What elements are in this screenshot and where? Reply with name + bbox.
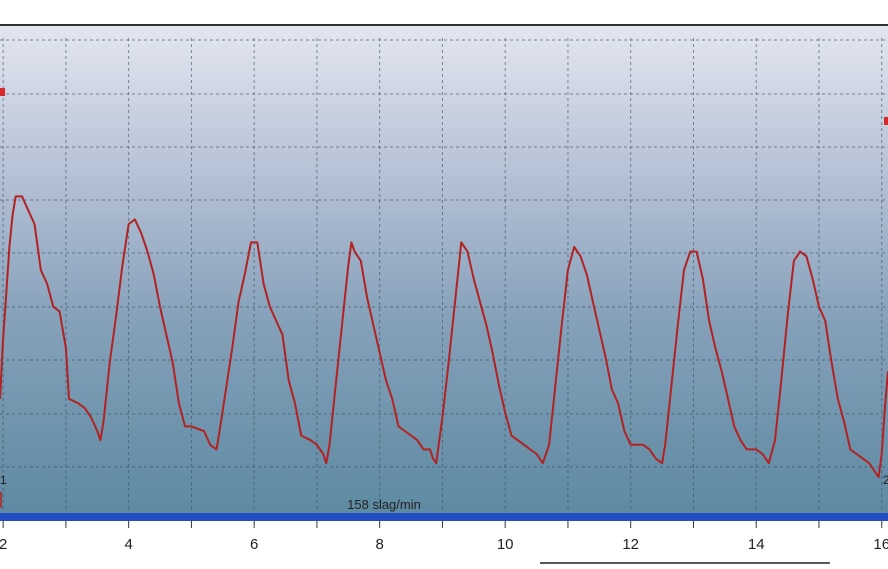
- x-tick-label: 14: [748, 536, 765, 553]
- right-red-marker: [884, 117, 888, 125]
- x-tick-label: 10: [497, 536, 514, 553]
- x-tick-label: 16: [873, 536, 888, 553]
- blue-timeline-bar: [0, 513, 888, 521]
- x-tick-label: 8: [376, 536, 384, 553]
- grid: [0, 38, 888, 512]
- x-tick-label: 2: [0, 536, 7, 553]
- edge-label-left: 1: [0, 473, 7, 487]
- markers: [0, 88, 888, 508]
- series-layer: [0, 195, 888, 478]
- left-red-marker: [0, 88, 5, 96]
- rate-label: 158 slag/min: [347, 497, 421, 512]
- x-tick-label: 6: [250, 536, 258, 553]
- plot-background: [0, 26, 888, 514]
- x-tick-label: 12: [622, 536, 639, 553]
- ecg-trace: [0, 195, 888, 478]
- edge-label-right: 2: [883, 473, 888, 487]
- x-axis: 2 4 6 8 10 12 14 16: [0, 521, 888, 553]
- x-tick-label: 4: [124, 536, 132, 553]
